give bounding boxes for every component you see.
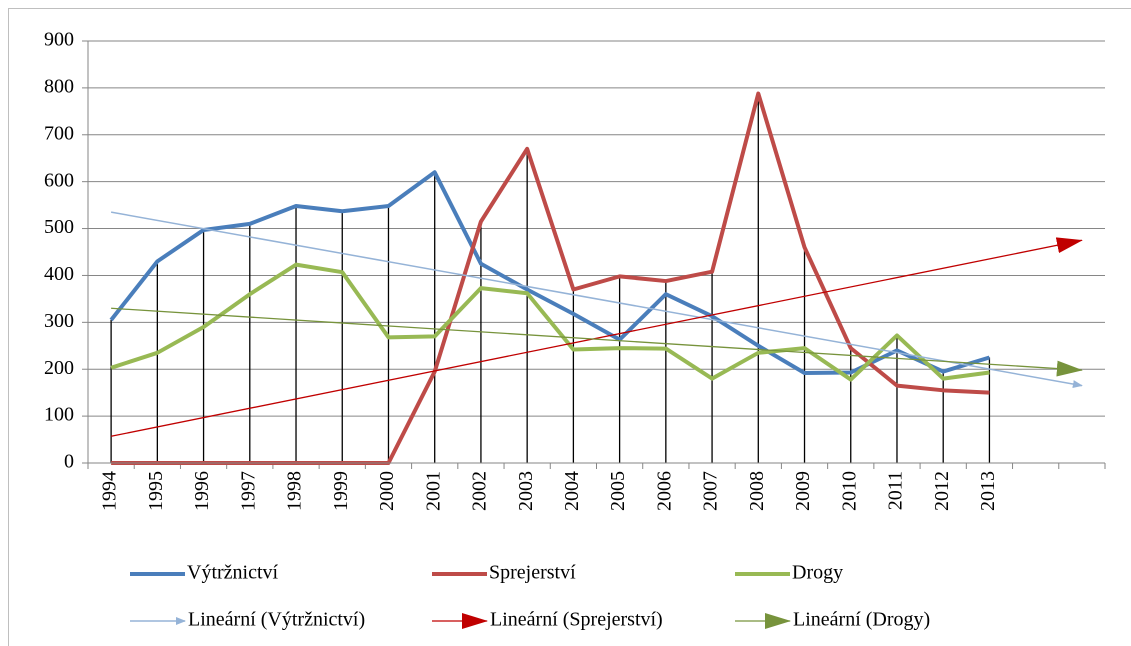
trend-line — [110, 237, 1083, 437]
x-tick-label: 2013 — [977, 471, 999, 511]
y-tick-label: 400 — [44, 263, 74, 285]
y-tick-label: 0 — [64, 451, 74, 473]
legend-label: Lineární (Sprejerství) — [490, 609, 663, 631]
x-tick-label: 2003 — [515, 471, 537, 511]
y-tick-label: 100 — [44, 404, 74, 426]
x-tick-label: 2007 — [700, 471, 722, 511]
x-tick-label: 1994 — [99, 471, 121, 511]
legend-label: Sprejerství — [489, 562, 576, 584]
x-tick-label: 2001 — [422, 471, 444, 511]
y-tick-label: 800 — [44, 75, 74, 97]
trend-line — [111, 307, 1083, 377]
y-tick-label: 200 — [44, 357, 74, 379]
x-tick-label: 2005 — [607, 471, 629, 511]
x-tick-label: 2009 — [792, 471, 814, 511]
x-tick-label: 1999 — [330, 471, 352, 511]
y-tick-label: 600 — [44, 169, 74, 191]
y-tick-label: 500 — [44, 216, 74, 238]
chart-border — [8, 8, 1131, 646]
y-tick-label: 700 — [44, 122, 74, 144]
x-tick-label: 2011 — [885, 471, 907, 510]
legend-label: Výtržnictví — [187, 562, 279, 584]
y-tick-label: 300 — [44, 310, 74, 332]
series-line — [110, 262, 990, 382]
legend-label: Drogy — [792, 562, 843, 584]
x-tick-label: 2000 — [376, 471, 398, 511]
legend-label: Lineární (Výtržnictví) — [188, 609, 365, 631]
x-tick-label: 2004 — [561, 471, 583, 511]
x-tick-label: 1997 — [237, 471, 259, 511]
y-tick-label: 900 — [44, 29, 74, 51]
x-tick-label: 1996 — [191, 471, 213, 511]
trend-line — [110, 211, 1083, 388]
x-tick-label: 2012 — [931, 471, 953, 511]
x-tick-label: 2002 — [469, 471, 491, 511]
x-tick-label: 1995 — [145, 471, 167, 511]
x-tick-label: 2008 — [746, 471, 768, 511]
series-line — [111, 91, 990, 465]
x-tick-label: 2010 — [838, 471, 860, 511]
x-tick-label: 2006 — [653, 471, 675, 511]
series-line — [109, 170, 991, 375]
legend-label: Lineární (Drogy) — [793, 609, 930, 631]
x-tick-label: 1998 — [284, 471, 306, 511]
